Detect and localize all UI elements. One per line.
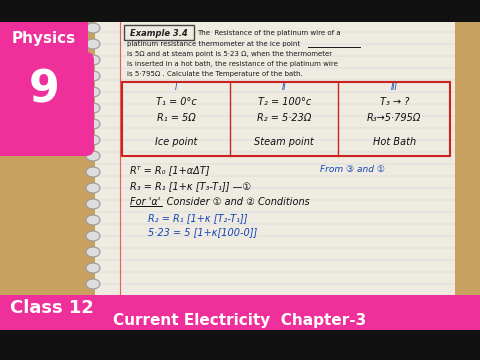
- Ellipse shape: [86, 215, 100, 225]
- Ellipse shape: [86, 247, 100, 257]
- Ellipse shape: [86, 183, 100, 193]
- Text: Physics: Physics: [12, 31, 76, 45]
- Ellipse shape: [86, 199, 100, 209]
- Ellipse shape: [86, 55, 100, 65]
- Bar: [0, 0, 480, 22]
- Text: Ice point: Ice point: [155, 137, 197, 147]
- Text: From ③ and ①: From ③ and ①: [320, 166, 385, 175]
- Text: 5·23 = 5 [1+κ[100-0]]: 5·23 = 5 [1+κ[100-0]]: [148, 227, 257, 237]
- Ellipse shape: [86, 167, 100, 177]
- Text: R₃ = R₁ [1+κ [T₃-T₁]] —①: R₃ = R₁ [1+κ [T₃-T₁]] —①: [130, 181, 251, 191]
- Text: The  Resistance of the platinum wire of a: The Resistance of the platinum wire of a: [197, 30, 341, 36]
- Text: III: III: [391, 82, 397, 91]
- Text: is 5Ω and at steam point is 5·23 Ω, when the thermometer: is 5Ω and at steam point is 5·23 Ω, when…: [127, 51, 332, 57]
- Ellipse shape: [86, 23, 100, 33]
- Ellipse shape: [86, 135, 100, 145]
- Text: Class 12: Class 12: [10, 299, 94, 317]
- Ellipse shape: [86, 103, 100, 113]
- Text: is 5·795Ω . Calculate the Temperature of the bath.: is 5·795Ω . Calculate the Temperature of…: [127, 71, 303, 77]
- Ellipse shape: [86, 39, 100, 49]
- Text: R₁ = 5Ω: R₁ = 5Ω: [157, 113, 195, 123]
- Bar: [122, 82, 450, 156]
- Text: is inserted in a hot bath, the resistance of the platinum wire: is inserted in a hot bath, the resistanc…: [127, 61, 338, 67]
- Text: 9: 9: [29, 68, 60, 112]
- Text: I: I: [175, 82, 177, 91]
- Text: Example 3.4: Example 3.4: [130, 28, 188, 37]
- Ellipse shape: [86, 151, 100, 161]
- Ellipse shape: [86, 87, 100, 97]
- Text: platinum resistance thermometer at the ice point: platinum resistance thermometer at the i…: [127, 41, 300, 47]
- FancyBboxPatch shape: [124, 25, 194, 40]
- Ellipse shape: [86, 71, 100, 81]
- Text: For 'α'  Consider ① and ② Conditions: For 'α' Consider ① and ② Conditions: [130, 197, 310, 207]
- Bar: [95, 22, 455, 300]
- Bar: [0, 295, 480, 330]
- Text: T₃ → ?: T₃ → ?: [380, 97, 409, 107]
- Text: R₂ = R₁ [1+κ [T₂-T₁]]: R₂ = R₁ [1+κ [T₂-T₁]]: [148, 213, 248, 223]
- Text: Steam point: Steam point: [254, 137, 314, 147]
- Text: Rᵀ = R₀ [1+αΔT]: Rᵀ = R₀ [1+αΔT]: [130, 165, 209, 175]
- Ellipse shape: [86, 119, 100, 129]
- Ellipse shape: [86, 231, 100, 241]
- Text: R₂ = 5·23Ω: R₂ = 5·23Ω: [257, 113, 312, 123]
- FancyBboxPatch shape: [0, 52, 94, 156]
- Bar: [0, 328, 480, 360]
- Text: Hot Bath: Hot Bath: [372, 137, 416, 147]
- Ellipse shape: [86, 279, 100, 289]
- Bar: [0, 22, 88, 152]
- Text: R₃→5·795Ω: R₃→5·795Ω: [367, 113, 421, 123]
- Text: T₁ = 0°c: T₁ = 0°c: [156, 97, 196, 107]
- Text: T₂ = 100°c: T₂ = 100°c: [258, 97, 311, 107]
- Text: Current Electricity  Chapter-3: Current Electricity Chapter-3: [113, 312, 367, 328]
- Text: II: II: [282, 82, 287, 91]
- Ellipse shape: [86, 263, 100, 273]
